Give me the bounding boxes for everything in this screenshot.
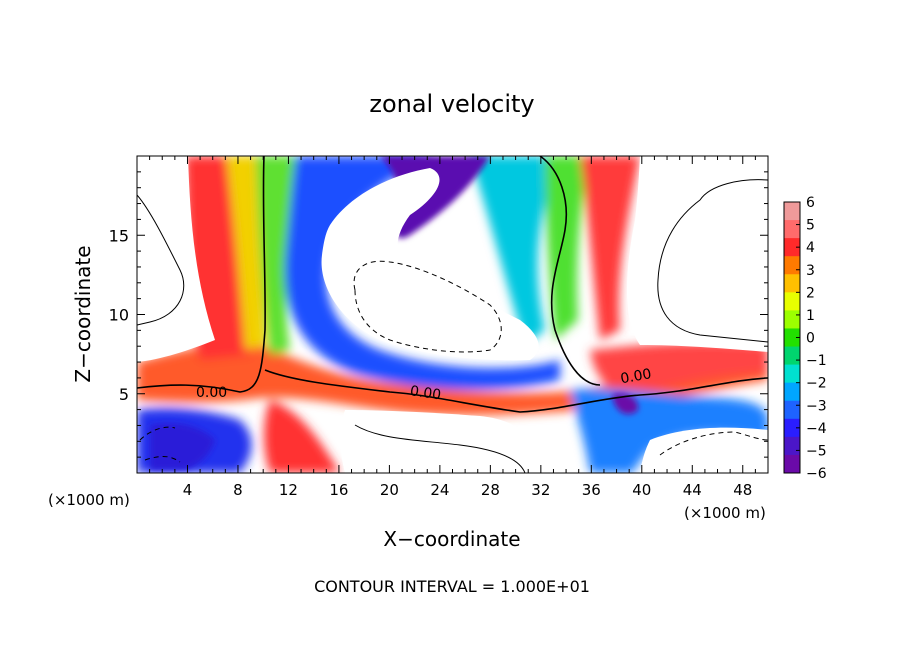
velocity-field [137,156,768,473]
colorbar-swatch [784,256,800,275]
x-tick-label: 12 [279,481,298,499]
colorbar-swatch [784,454,800,474]
chart-title: zonal velocity [369,90,534,118]
colorbar-label: −3 [806,398,827,414]
contour-lines [137,156,768,473]
colorbar-label: −6 [806,466,827,482]
x-unit-right: (×1000 m) [684,504,766,522]
colorbar: 6 5 4 3 2 1 0 −1 −2 −3 −4 −5 −6 [783,195,827,482]
colorbar-label: 1 [806,308,815,324]
contour-interval-footer: CONTOUR INTERVAL = 1.000E+01 [314,577,590,596]
field-right-band [590,342,768,395]
x-tick-label: 44 [683,481,702,499]
y-tick-label: 10 [109,306,129,325]
colorbar-swatch [784,328,800,348]
colorbar-label: −4 [806,421,827,437]
colorbar-swatch [784,382,800,402]
y-axis-label: Z−coordinate [71,245,95,382]
white-region-topleft [137,156,215,362]
colorbar-swatch [784,436,800,456]
contour-label: 0.00 [619,366,652,387]
zero-contour-main [137,156,768,413]
y-axis: 5 10 15 [109,171,768,458]
colorbar-swatch [784,292,800,311]
contour-label-group: 0.00 0.00 0.00 [196,366,653,403]
x-tick-label: 32 [531,481,550,499]
zero-contour-right [539,156,601,386]
field-right-red [580,156,640,340]
x-tick-label: 24 [430,481,449,499]
colorbar-swatch [784,400,800,420]
colorbar-swatch [784,346,800,366]
contour-dashed-bottom-right [659,431,768,456]
colorbar-label: 2 [806,285,815,301]
colorbar-swatch [784,202,800,221]
field-cyan [470,156,560,345]
x-axis: 4 8 12 16 20 24 28 32 36 40 44 48 [149,156,756,499]
field-right-green [545,156,590,340]
colorbar-swatch [784,238,800,257]
white-region-arc [321,168,539,361]
x-tick-label: 36 [582,481,601,499]
colorbar-swatch [784,418,800,438]
x-unit-left: (×1000 m) [48,491,130,509]
colorbar-swatch [784,274,800,293]
colorbar-label: 6 [806,195,815,211]
contour-thin-bottom [354,424,526,473]
colorbar-swatch [784,364,800,384]
colorbar-label: −1 [806,353,827,369]
contour-thin-left [137,194,185,326]
colorbar-label: 0 [806,331,815,347]
field-green-column [256,156,300,355]
x-tick-label: 20 [380,481,399,499]
contour-label: 0.00 [196,385,227,401]
field-left-yellow [226,156,266,350]
field-purple-spot [612,393,639,415]
field-bottom-red [264,400,340,473]
field-blue-arc [284,156,560,390]
x-tick-label: 40 [632,481,651,499]
white-region-bottom-right [640,427,768,473]
white-region-topright [626,156,768,352]
y-tick-label: 5 [119,385,129,404]
contour-thin-right [657,179,768,343]
contour-dashed-arc [353,260,502,353]
x-tick-label: 28 [481,481,500,499]
x-tick-label: 8 [233,481,243,499]
colorbar-label: 3 [806,263,815,279]
y-tick-label: 15 [109,226,129,245]
x-tick-label: 4 [183,481,193,499]
x-tick-label: 48 [733,481,752,499]
colorbar-label: 4 [806,240,815,256]
x-tick-label: 16 [329,481,348,499]
colorbar-label: −5 [806,443,827,459]
white-region-bottom-mid [340,410,545,473]
colorbar-swatch [784,220,800,239]
colorbar-label: 5 [806,218,815,234]
x-axis-label: X−coordinate [383,527,520,551]
colorbar-swatch [784,310,800,329]
contour-label: 0.00 [409,383,442,403]
colorbar-label: −2 [806,376,827,392]
contour-dashed-bottom-left [139,426,181,463]
field-deep-blue [150,423,215,470]
